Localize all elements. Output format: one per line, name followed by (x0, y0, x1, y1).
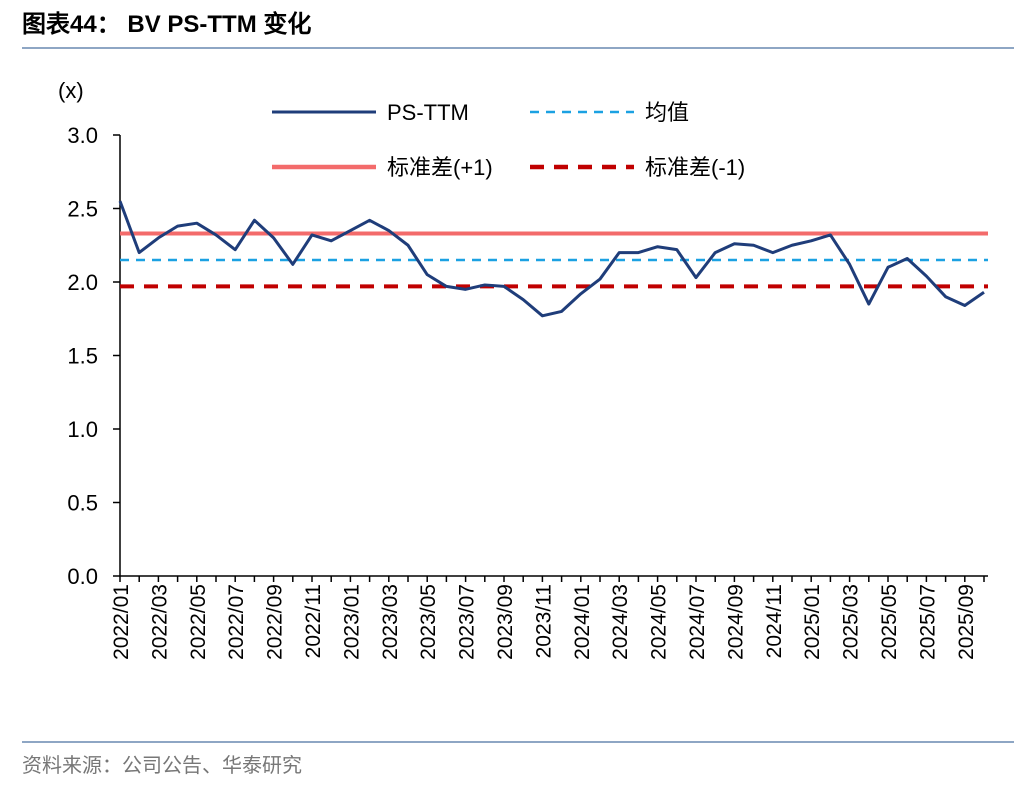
x-tick-label: 2023/03 (379, 584, 402, 660)
y-tick-label: 1.0 (67, 417, 98, 442)
x-tick-label: 2024/01 (571, 584, 594, 660)
x-tick-label: 2025/09 (955, 584, 978, 660)
y-axis-label: (x) (58, 78, 84, 103)
x-tick-label: 2025/01 (801, 584, 824, 660)
y-tick-label: 1.5 (67, 344, 98, 369)
legend-label: 标准差(+1) (387, 155, 493, 180)
x-tick-label: 2024/11 (763, 584, 786, 658)
y-tick-label: 0.5 (67, 491, 98, 516)
x-tick-label: 2024/05 (648, 584, 671, 660)
x-tick-label: 2023/05 (417, 584, 440, 660)
legend-label: PS-TTM (387, 100, 469, 125)
x-tick-label: 2022/05 (187, 584, 210, 660)
x-tick-label: 2024/07 (686, 584, 709, 660)
legend-label: 标准差(-1) (645, 155, 745, 180)
x-tick-label: 2023/07 (456, 584, 479, 660)
y-tick-label: 2.5 (67, 197, 98, 222)
x-tick-label: 2025/05 (878, 584, 901, 660)
y-tick-label: 2.0 (67, 270, 98, 295)
chart-title: 图表44： BV PS-TTM 变化 (22, 10, 311, 38)
x-tick-label: 2023/11 (532, 584, 555, 658)
legend-label: 均值 (645, 100, 689, 125)
x-tick-label: 2024/03 (609, 584, 632, 660)
y-tick-label: 0.0 (67, 564, 98, 589)
x-tick-label: 2023/09 (494, 584, 517, 660)
x-tick-label: 2022/03 (148, 584, 171, 660)
x-tick-label: 2024/09 (724, 584, 747, 660)
y-tick-label: 3.0 (67, 123, 98, 148)
x-tick-label: 2025/07 (916, 584, 939, 660)
series-line (118, 200, 985, 318)
x-tick-label: 2023/01 (340, 584, 363, 660)
x-tick-label: 2022/01 (110, 584, 133, 660)
x-tick-label: 2022/07 (225, 584, 248, 660)
x-tick-label: 2022/11 (302, 584, 325, 658)
x-tick-label: 2022/09 (264, 584, 287, 660)
x-tick-label: 2025/03 (840, 584, 863, 660)
source: 资料来源：公司公告、华泰研究 (22, 754, 302, 777)
